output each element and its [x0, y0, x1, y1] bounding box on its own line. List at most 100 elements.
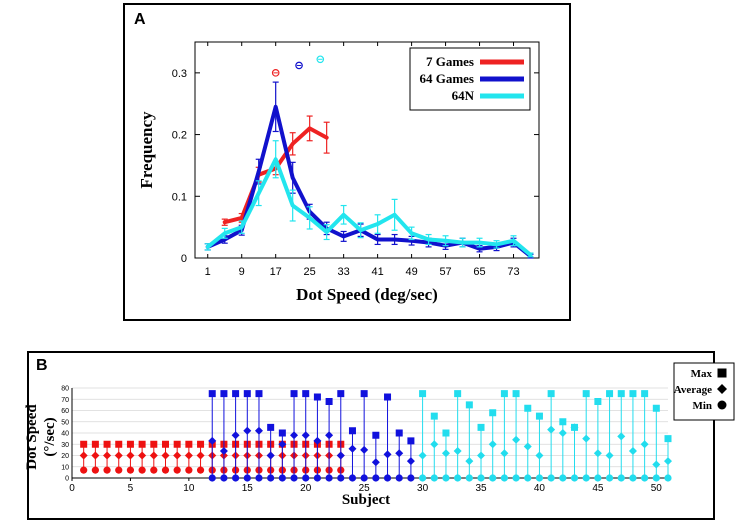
panel-a-plot-frame — [194, 41, 540, 259]
panel-a-x-tick-label: 1 — [205, 266, 211, 278]
panel-b-max-marker-64-games — [348, 427, 356, 435]
panel-b-max-marker-64n — [629, 390, 637, 398]
panel-b-max-marker-7-games — [103, 440, 111, 448]
panel-b-average-marker-64-games — [383, 450, 392, 459]
panel-b-min-marker-64-games — [407, 474, 415, 482]
panel-a-x-axis-title: Dot Speed (deg/sec) — [296, 285, 438, 304]
panel-b-max-marker-64-games — [325, 398, 333, 405]
panel-b-min-marker-7-games — [150, 466, 158, 474]
panel-b-average-marker-64n — [617, 432, 626, 441]
panel-b-max-marker-7-games — [197, 440, 205, 448]
panel-b-min-marker-64n — [652, 474, 660, 482]
panel-b-x-tick-label: 25 — [359, 483, 371, 494]
panel-b-max-marker-7-games — [91, 440, 99, 448]
panel-a-y-tick-label: 0.1 — [172, 191, 187, 203]
panel-b-average-marker-7-games — [79, 451, 88, 460]
panel-b-average-marker-64n — [547, 425, 556, 434]
panel-b-average-marker-64n — [523, 442, 532, 451]
panel-b-average-marker-64-games — [336, 451, 345, 460]
panel-b-max-marker-64n — [430, 412, 438, 420]
panel-b-label: B — [36, 357, 48, 374]
panel-b-min-marker-7-games — [173, 466, 181, 474]
panel-b-average-marker-64n — [441, 449, 450, 458]
panel-a-legend-label-64-games: 64 Games — [419, 71, 474, 86]
panel-b-average-marker-64-games — [266, 451, 275, 460]
panel-b-max-marker-7-games — [185, 440, 193, 448]
panel-b-max-marker-7-games — [173, 440, 181, 448]
panel-a-legend: 7 Games 64 Games 64N — [409, 47, 531, 111]
panel-b-min-marker-64-games — [337, 474, 345, 482]
panel-a-series-line-64n — [205, 157, 533, 257]
panel-b-average-marker-64-games — [325, 431, 334, 440]
panel-b-min-marker-64n — [489, 474, 497, 482]
panel-b-average-marker-64n — [465, 457, 474, 466]
panel-a-series-64n — [204, 140, 534, 258]
panel-b-min-marker-64n — [418, 474, 427, 482]
panel-b-y-tick-label: 0 — [65, 476, 69, 483]
panel-b-y-axis-title-line2: (°/sec) — [42, 417, 58, 456]
panel-b-average-marker-64n — [500, 449, 509, 458]
panel-a-x-axis: 1 9 17 25 33 41 49 57 65 73 — [205, 42, 520, 278]
panel-b-max-marker-64-games — [313, 393, 321, 401]
panel-b-average-marker-64n — [512, 435, 521, 444]
panel-b-y-tick-label: 40 — [61, 431, 69, 438]
panel-b-min-marker-64n — [454, 474, 462, 482]
panel-b-average-marker-64-games — [360, 445, 369, 454]
panel-b-average-marker-64n — [430, 440, 439, 449]
panel-b-max-marker-7-games — [150, 440, 158, 448]
panel-b-min-marker-7-games — [161, 466, 170, 474]
panel-a-x-tick-label: 65 — [473, 266, 485, 278]
panel-b-series-64n — [418, 390, 672, 482]
panel-b-legend-diamond-icon — [717, 384, 727, 394]
panel-b-average-marker-64-games — [254, 426, 263, 435]
panel-b-series-64-games — [208, 390, 415, 482]
panel-b-max-marker-7-games — [126, 440, 134, 448]
panel-b-x-tick-label: 50 — [651, 483, 663, 494]
panel-b-y-tick-label: 60 — [61, 408, 69, 415]
panel-b-min-marker-64n — [641, 474, 649, 482]
panel-b-max-marker-64-games — [384, 393, 392, 401]
panel-b-legend-label-average: Average — [674, 384, 712, 396]
panel-b-axes: 0 10 20 30 40 50 60 70 80 0 5 10 15 20 25 30 35 40 45 50 — [61, 386, 668, 494]
panel-b-x-axis-title: Subject — [342, 492, 390, 508]
panel-a-y-axis: 0 0.1 0.2 0.3 — [172, 68, 539, 265]
panel-b-min-marker-7-games — [196, 466, 205, 474]
panel-b-max-marker-64n — [512, 390, 520, 398]
panel-b-min-marker-64-games — [232, 474, 240, 482]
panel-b-min-marker-64n — [442, 474, 450, 482]
panel-a: A 1 9 17 25 33 41 49 57 65 73 0 0.1 0.2 0.3 Dot Spee… — [123, 3, 571, 321]
panel-b-legend-circle-icon — [717, 400, 727, 410]
panel-b-min-marker-64-games — [278, 474, 286, 482]
panel-a-x-tick-label: 73 — [507, 266, 519, 278]
panel-b-average-marker-64-games — [395, 449, 404, 458]
panel-b-average-marker-7-games — [114, 451, 123, 460]
panel-b-min-marker-64-games — [348, 474, 357, 482]
panel-b-min-marker-7-games — [126, 466, 135, 474]
panel-b-y-axis-title-line1: Dot Speed — [24, 404, 40, 470]
panel-b-average-marker-64n — [640, 440, 649, 449]
panel-b-y-tick-label: 50 — [61, 419, 69, 426]
panel-b-average-marker-64n — [652, 460, 661, 469]
panel-b-x-tick-label: 15 — [242, 483, 254, 494]
panel-b-max-marker-64n — [477, 423, 485, 431]
panel-b-min-marker-64n — [559, 474, 567, 482]
panel-b-min-marker-64-games — [220, 474, 228, 482]
panel-a-x-tick-label: 25 — [304, 266, 316, 278]
panel-b-min-marker-64n — [524, 474, 532, 482]
panel-b-max-marker-64-games — [360, 390, 368, 398]
panel-b-y-tick-label: 30 — [61, 442, 69, 449]
panel-b-average-marker-7-games — [138, 451, 147, 460]
panel-b-average-marker-64n — [628, 447, 637, 455]
panel-b-min-marker-64n — [512, 474, 520, 482]
panel-b-min-marker-7-games — [185, 466, 193, 474]
panel-b-average-marker-7-games — [91, 451, 100, 460]
panel-b-min-marker-7-games — [103, 466, 111, 474]
panel-b-min-marker-64-games — [267, 474, 275, 482]
panel-b-max-marker-64n — [535, 412, 543, 420]
panel-a-x-tick-label: 33 — [338, 266, 350, 278]
panel-b-min-marker-64n — [664, 474, 672, 482]
panel-a-x-tick-label: 57 — [439, 266, 451, 278]
panel-a-peak-marker-64n — [316, 55, 325, 64]
panel-b-max-marker-64-games — [220, 390, 228, 398]
